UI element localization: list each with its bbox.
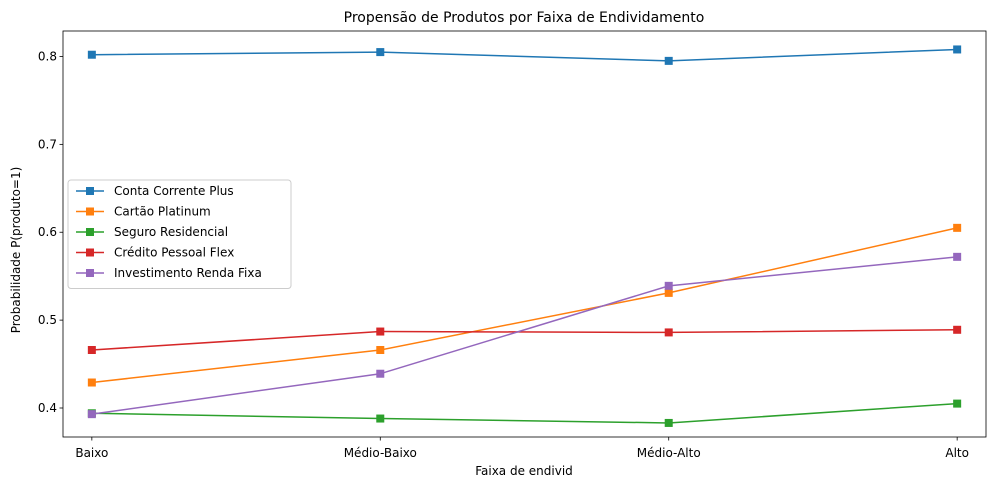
- y-tick-label: 0.5: [38, 313, 57, 327]
- legend-item: Crédito Pessoal Flex: [76, 246, 234, 260]
- series-1: [87, 45, 962, 65]
- legend: Conta Corrente Plus Cartão Platinum Seguro…: [67, 179, 292, 289]
- legend-label: Seguro Residencial: [114, 225, 228, 239]
- data-point: [376, 346, 385, 354]
- data-point: [953, 325, 962, 334]
- x-tick-label: Baixo: [75, 446, 108, 460]
- data-point: [664, 56, 673, 65]
- legend-item: Conta Corrente Plus: [76, 184, 234, 198]
- y-tick-label: 0.8: [38, 49, 57, 63]
- data-point: [87, 50, 96, 59]
- x-tick-label: Médio-Baixo: [344, 446, 417, 460]
- y-tick-label: 0.4: [38, 401, 57, 415]
- data-point: [376, 327, 385, 336]
- legend-marker: [86, 269, 94, 277]
- legend-label: Cartão Platinum: [114, 205, 211, 219]
- data-point: [664, 418, 673, 427]
- data-point: [664, 328, 673, 337]
- data-point: [953, 45, 962, 54]
- data-point: [87, 410, 96, 419]
- legend-marker: [86, 187, 94, 195]
- legend-label: Conta Corrente Plus: [114, 184, 234, 198]
- data-point: [87, 378, 96, 387]
- y-tick-label: 0.6: [38, 225, 57, 239]
- series-line: [91, 402, 958, 424]
- data-point: [953, 223, 962, 232]
- series-line: [91, 329, 958, 351]
- legend-item: Investimento Renda Fixa: [76, 266, 262, 280]
- data-point: [87, 346, 96, 354]
- data-point: [376, 369, 385, 378]
- y-tick-label: 0.7: [38, 137, 57, 151]
- series-line: [91, 256, 958, 415]
- series-3: [87, 399, 962, 427]
- legend-label: Investimento Renda Fixa: [114, 266, 262, 280]
- data-point: [953, 252, 962, 261]
- series-line: [91, 227, 958, 384]
- legend-box: [67, 179, 292, 289]
- series-4: [87, 325, 962, 354]
- data-point: [664, 281, 673, 290]
- series-5: [87, 252, 962, 419]
- plot-area: 0.4 0.5 0.6 0.7 0.8 Baixo Médio-Baixo Médio-Alt…: [38, 30, 987, 460]
- data-point: [664, 288, 673, 297]
- plot-frame: [62, 30, 987, 438]
- legend-item: Cartão Platinum: [76, 205, 211, 219]
- legend-item: Seguro Residencial: [76, 225, 228, 239]
- x-tick-label: Alto: [945, 446, 969, 460]
- y-axis-title: Probabilidade P(produto=1): [9, 167, 23, 334]
- chart-title: Propensão de Produtos por Faixa de Endiv…: [344, 10, 705, 26]
- data-point: [376, 48, 385, 57]
- data-point: [376, 414, 385, 423]
- legend-label: Crédito Pessoal Flex: [114, 246, 234, 260]
- legend-marker: [86, 248, 94, 257]
- legend-marker: [86, 228, 94, 236]
- x-axis-title: Faixa de endivid: [475, 464, 573, 478]
- legend-marker: [86, 207, 94, 216]
- data-point: [953, 399, 962, 408]
- series-line: [91, 48, 958, 62]
- x-tick-label: Médio-Alto: [637, 446, 701, 460]
- series-2: [87, 223, 962, 387]
